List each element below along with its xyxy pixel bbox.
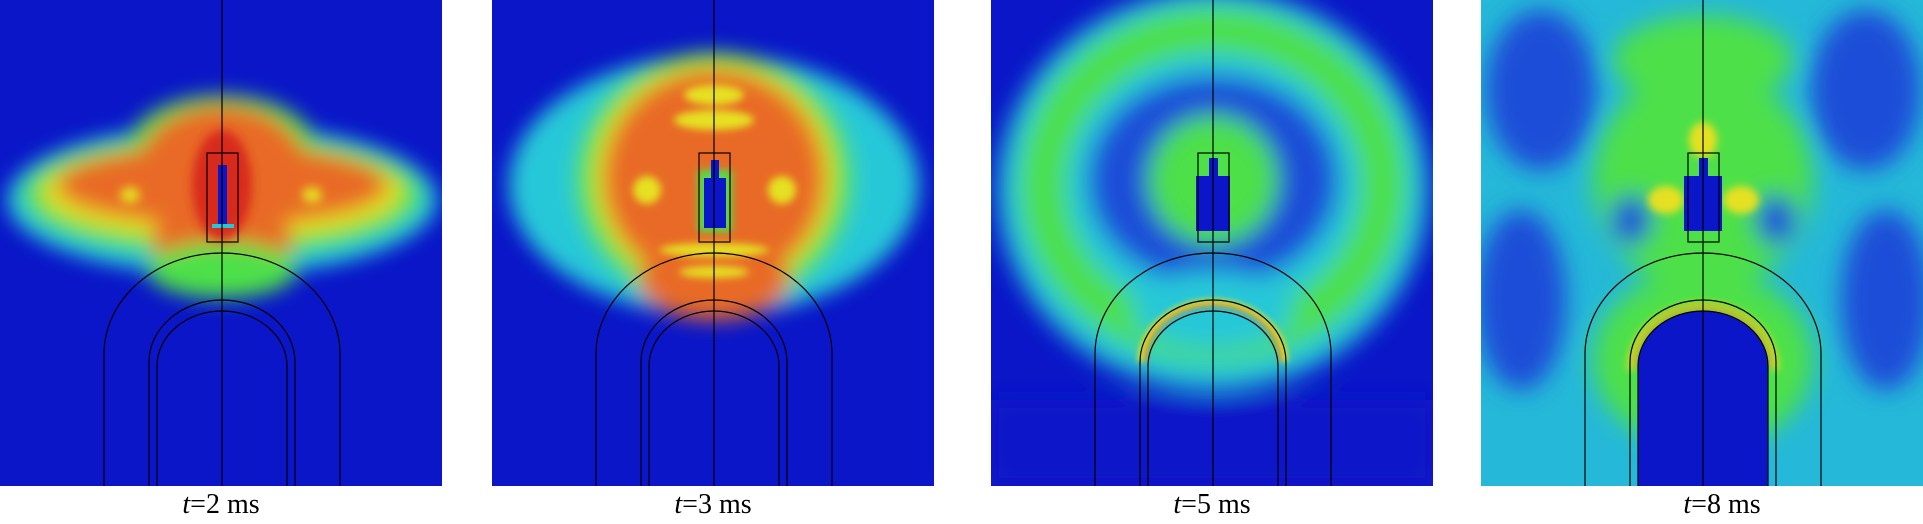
pressure-field-t2 (7, 95, 437, 298)
caption-t3: t=3 ms (492, 488, 934, 522)
time-variable: t (1683, 489, 1692, 520)
panel-t2 (0, 0, 442, 486)
contour-plot-t8 (1481, 0, 1923, 486)
time-value: =5 ms (1181, 489, 1251, 520)
geometry-outline (595, 0, 833, 486)
caption-t5: t=5 ms (991, 488, 1433, 522)
contour-plot-t3 (492, 0, 934, 486)
pressure-field-t5 (991, 0, 1433, 486)
panel-t8 (1481, 0, 1923, 486)
time-value: =3 ms (682, 489, 752, 520)
caption-t8: t=8 ms (1501, 488, 1923, 522)
geometry-outline (103, 0, 341, 486)
time-value: =8 ms (1691, 489, 1761, 520)
geometry-outline (1094, 0, 1332, 486)
panel-t5 (991, 0, 1433, 486)
contour-plot-t5 (991, 0, 1433, 486)
time-variable: t (674, 489, 683, 520)
time-value: =2 ms (190, 489, 260, 520)
time-variable: t (182, 489, 191, 520)
panel-t3 (492, 0, 934, 486)
charge-core (704, 178, 726, 228)
contour-plot-t2 (0, 0, 442, 486)
geometry-outline (1584, 0, 1822, 486)
caption-t2: t=2 ms (0, 488, 442, 522)
time-variable: t (1173, 489, 1182, 520)
